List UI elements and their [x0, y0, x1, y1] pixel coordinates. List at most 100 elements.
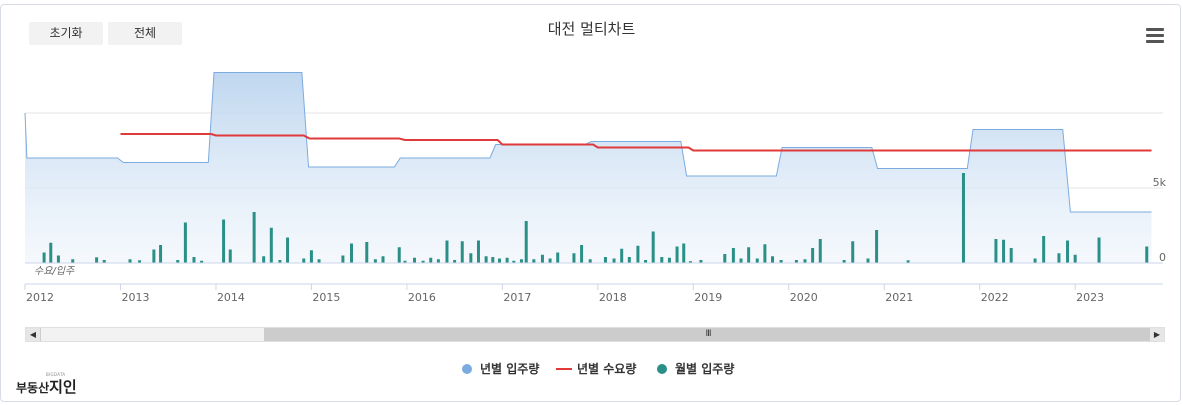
bar-monthly-move-in	[620, 248, 624, 263]
y-tick-label: 0	[1159, 251, 1166, 264]
bar-monthly-move-in	[278, 260, 282, 263]
bar-monthly-move-in	[644, 260, 648, 263]
bar-monthly-move-in	[350, 243, 354, 263]
x-tick-label: 2016	[408, 291, 436, 304]
chart-title: 대전 멀티차트	[547, 20, 636, 38]
x-tick-label: 2019	[694, 291, 722, 304]
scrollbar-thumb[interactable]: III	[264, 328, 1152, 341]
bar-monthly-move-in	[365, 242, 369, 263]
bar-monthly-move-in	[341, 255, 345, 263]
x-tick-label: 2012	[26, 291, 54, 304]
bar-monthly-move-in	[851, 241, 855, 263]
bar-monthly-move-in	[842, 260, 846, 263]
legend-label: 년별 입주량	[480, 362, 540, 376]
navigator-scrollbar[interactable]: ◀ III ▶	[25, 327, 1165, 342]
bar-monthly-move-in	[269, 227, 273, 263]
scrollbar-grip: III	[705, 329, 712, 339]
menu-icon[interactable]	[1146, 28, 1164, 43]
bar-monthly-move-in	[811, 248, 815, 263]
bar-monthly-move-in	[56, 255, 60, 263]
bar-monthly-move-in	[627, 257, 631, 263]
bar-monthly-move-in	[252, 212, 256, 263]
bar-monthly-move-in	[317, 259, 321, 263]
chart-legend: 년별 입주량 년별 수요량 월별 입주량	[0, 361, 1183, 377]
bar-monthly-move-in	[1009, 248, 1013, 263]
bar-monthly-move-in	[1066, 240, 1070, 263]
bar-monthly-move-in	[373, 259, 377, 263]
reset-zoom-button[interactable]: 초기화	[29, 22, 103, 45]
bar-monthly-move-in	[906, 260, 910, 263]
bar-monthly-move-in	[200, 260, 204, 263]
bar-monthly-move-in	[540, 254, 544, 263]
bar-monthly-move-in	[747, 247, 751, 263]
bar-monthly-move-in	[660, 257, 664, 263]
bar-monthly-move-in	[548, 258, 552, 263]
show-all-button[interactable]: 전체	[108, 22, 182, 45]
bar-monthly-move-in	[1097, 237, 1101, 263]
bar-monthly-move-in	[176, 260, 180, 263]
bar-monthly-move-in	[429, 257, 433, 263]
bar-monthly-move-in	[484, 256, 488, 263]
bar-monthly-move-in	[1073, 254, 1077, 263]
x-tick-label: 2018	[599, 291, 627, 304]
logo-prefix: 부동산	[16, 381, 50, 395]
x-tick-label: 2021	[885, 291, 913, 304]
logo: BIGDATA 부동산지인	[16, 372, 80, 397]
bar-monthly-move-in	[818, 239, 822, 263]
bar-monthly-move-in	[667, 257, 671, 263]
legend-label: 월별 입주량	[675, 362, 735, 376]
bar-monthly-move-in	[192, 257, 196, 263]
bar-monthly-move-in	[152, 249, 156, 263]
chart-container	[0, 4, 1181, 402]
bar-monthly-move-in	[128, 259, 132, 263]
bar-monthly-move-in	[453, 260, 457, 263]
bar-monthly-move-in	[636, 245, 640, 263]
scroll-left-arrow-icon[interactable]: ◀	[26, 328, 41, 341]
legend-dot-icon	[462, 364, 472, 374]
bar-monthly-move-in	[723, 254, 727, 263]
bar-monthly-move-in	[1145, 246, 1149, 263]
bar-monthly-move-in	[138, 260, 142, 263]
logo-accent: 지인	[49, 378, 77, 396]
logo-small-text: BIGDATA	[46, 372, 66, 377]
bar-monthly-move-in	[403, 260, 407, 263]
logo-main-text: 부동산지인	[16, 376, 77, 397]
bar-monthly-move-in	[866, 258, 870, 263]
bar-monthly-move-in	[580, 245, 584, 263]
series-line-yearly-demand	[120, 133, 1152, 152]
scroll-right-arrow-icon[interactable]: ▶	[1149, 328, 1164, 341]
x-tick-label: 2022	[981, 291, 1009, 304]
bar-monthly-move-in	[739, 258, 743, 263]
x-tick-label: 2015	[312, 291, 340, 304]
bar-monthly-move-in	[397, 247, 401, 263]
x-tick-label: 2023	[1076, 291, 1104, 304]
bar-monthly-move-in	[519, 259, 523, 263]
bar-monthly-move-in	[556, 252, 560, 263]
bar-monthly-move-in	[183, 222, 187, 263]
bar-monthly-move-in	[262, 256, 266, 263]
bar-monthly-move-in	[302, 258, 306, 263]
bar-monthly-move-in	[413, 257, 417, 263]
bar-monthly-move-in	[524, 221, 528, 263]
bar-monthly-move-in	[309, 250, 313, 263]
bar-monthly-move-in	[159, 245, 163, 263]
bar-monthly-move-in	[779, 260, 783, 263]
bar-monthly-move-in	[755, 258, 759, 263]
legend-dot-icon	[657, 364, 667, 374]
bar-monthly-move-in	[1033, 258, 1037, 263]
bar-monthly-move-in	[875, 230, 879, 263]
bar-monthly-move-in	[436, 259, 440, 263]
y-axis-label: 수요/입주	[34, 265, 75, 277]
bar-monthly-move-in	[961, 173, 965, 263]
x-tick-label: 2017	[503, 291, 531, 304]
legend-label: 년별 수요량	[577, 362, 637, 376]
bar-monthly-move-in	[771, 256, 775, 263]
bar-monthly-move-in	[532, 259, 536, 263]
bar-monthly-move-in	[381, 256, 385, 263]
bar-monthly-move-in	[71, 259, 75, 263]
bar-monthly-move-in	[476, 240, 480, 263]
chart-svg: 2012 2013 2014 2015 2016 2017 2018 2019 2020 2021…	[24, 72, 1167, 304]
bar-monthly-move-in	[228, 249, 232, 263]
bar-monthly-move-in	[1057, 253, 1061, 263]
bar-monthly-move-in	[505, 257, 509, 263]
